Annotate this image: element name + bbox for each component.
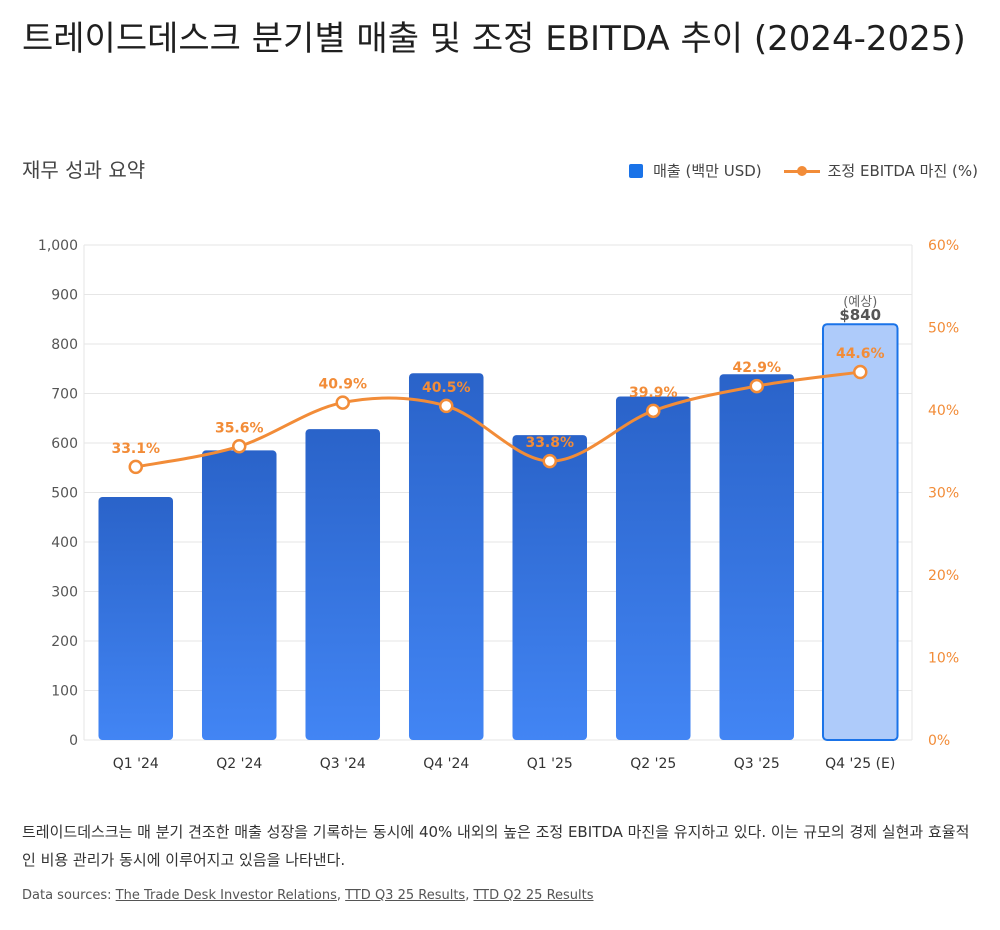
revenue-bars: [98, 323, 899, 741]
revenue-bar: [408, 373, 484, 740]
legend-margin-label: 조정 EBITDA 마진 (%): [827, 162, 978, 180]
chart-legend: 매출 (백만 USD) 조정 EBITDA 마진 (%): [607, 160, 978, 181]
margin-line-path: [135, 370, 861, 469]
estimate-note: (예상): [843, 295, 877, 310]
sources-label: Data sources:: [22, 888, 112, 903]
x-tick-label: Q3 '25: [734, 756, 780, 772]
left-tick-label: 600: [51, 436, 78, 452]
x-tick-label: Q2 '25: [630, 756, 676, 772]
left-tick-label: 400: [51, 535, 78, 551]
margin-point: [128, 459, 143, 475]
margin-point: [542, 453, 557, 469]
data-labels: (예상)$840 33.1% 35.6% 40.9% 40.5% 33.8% 39.9% 42…: [111, 295, 884, 457]
margin-data-label: 33.8%: [525, 435, 574, 451]
legend-revenue-label: 매출 (백만 USD): [653, 162, 762, 180]
left-tick-label: 200: [51, 634, 78, 650]
right-tick-label: 20%: [928, 568, 959, 584]
source-link-q3-results[interactable]: TTD Q3 25 Results: [345, 888, 466, 903]
right-axis: 0% 10% 20% 30% 40% 50% 60%: [928, 238, 959, 749]
legend-line-swatch-icon: [783, 164, 820, 178]
revenue-bar: [615, 396, 691, 740]
right-tick-label: 30%: [928, 486, 959, 502]
margin-point: [335, 395, 350, 410]
left-tick-label: 100: [51, 684, 78, 700]
x-tick-label: Q4 '24: [423, 756, 469, 772]
margin-data-label: 33.1%: [111, 441, 160, 457]
chart-subtitle: 재무 성과 요약: [22, 158, 146, 182]
estimate-value-label: $840: [839, 306, 881, 324]
left-tick-label: 500: [51, 486, 78, 502]
source-link-q2-results[interactable]: TTD Q2 25 Results: [473, 888, 594, 903]
margin-point: [232, 439, 247, 454]
revenue-ebitda-chart: 0 100 200 300 400 500 600 700 800 900 1,000 0% 10% 2…: [38, 238, 959, 772]
x-tick-label: Q2 '24: [216, 756, 262, 772]
legend-bar-swatch-icon: [629, 163, 644, 178]
x-tick-label: Q4 '25 (E): [825, 756, 895, 772]
revenue-bar: [305, 429, 381, 740]
revenue-bar: [719, 374, 795, 740]
left-axis: 0 100 200 300 400 500 600 700 800 900 1,000: [38, 238, 78, 749]
chart-description: 트레이드데스크는 매 분기 견조한 매출 성장을 기록하는 동시에 40% 내외…: [22, 823, 970, 869]
right-tick-label: 40%: [928, 403, 959, 419]
left-tick-label: 0: [69, 733, 78, 749]
source-link-investor-relations[interactable]: The Trade Desk Investor Relations: [115, 888, 337, 903]
revenue-bar: [512, 435, 588, 740]
margin-point: [749, 378, 764, 394]
revenue-bar: [201, 450, 277, 740]
margin-point: [853, 364, 868, 380]
right-tick-label: 10%: [928, 651, 959, 667]
legend-item-revenue[interactable]: 매출 (백만 USD): [629, 160, 762, 181]
left-tick-label: 700: [51, 387, 78, 403]
right-tick-label: 60%: [928, 238, 959, 254]
margin-data-label: 40.5%: [422, 380, 471, 396]
data-sources: Data sources: The Trade Desk Investor Re…: [22, 888, 594, 903]
revenue-bar: [98, 496, 174, 740]
legend-item-margin[interactable]: 조정 EBITDA 마진 (%): [783, 160, 978, 181]
left-tick-label: 900: [51, 288, 78, 304]
margin-point: [439, 398, 454, 414]
margin-line: [128, 364, 868, 475]
margin-point: [646, 403, 661, 419]
x-tick-label: Q1 '25: [527, 756, 573, 772]
margin-data-label: 35.6%: [215, 420, 264, 436]
margin-data-label: 44.6%: [836, 346, 885, 362]
x-tick-label: Q3 '24: [320, 756, 366, 772]
revenue-bar-estimate: [821, 323, 899, 741]
left-tick-label: 300: [51, 585, 78, 601]
page-title: 트레이드데스크 분기별 매출 및 조정 EBITDA 추이 (2024-2025…: [22, 19, 966, 59]
margin-data-label: 40.9%: [318, 377, 367, 393]
left-tick-label: 1,000: [38, 238, 78, 254]
margin-data-label: 39.9%: [629, 385, 678, 401]
right-tick-label: 50%: [928, 321, 959, 337]
left-tick-label: 800: [51, 337, 78, 353]
x-tick-label: Q1 '24: [113, 756, 159, 772]
right-tick-label: 0%: [928, 733, 950, 749]
x-axis: Q1 '24 Q2 '24 Q3 '24 Q4 '24 Q1 '25 Q2 '25 Q3 '…: [113, 756, 896, 772]
margin-data-label: 42.9%: [732, 360, 781, 376]
